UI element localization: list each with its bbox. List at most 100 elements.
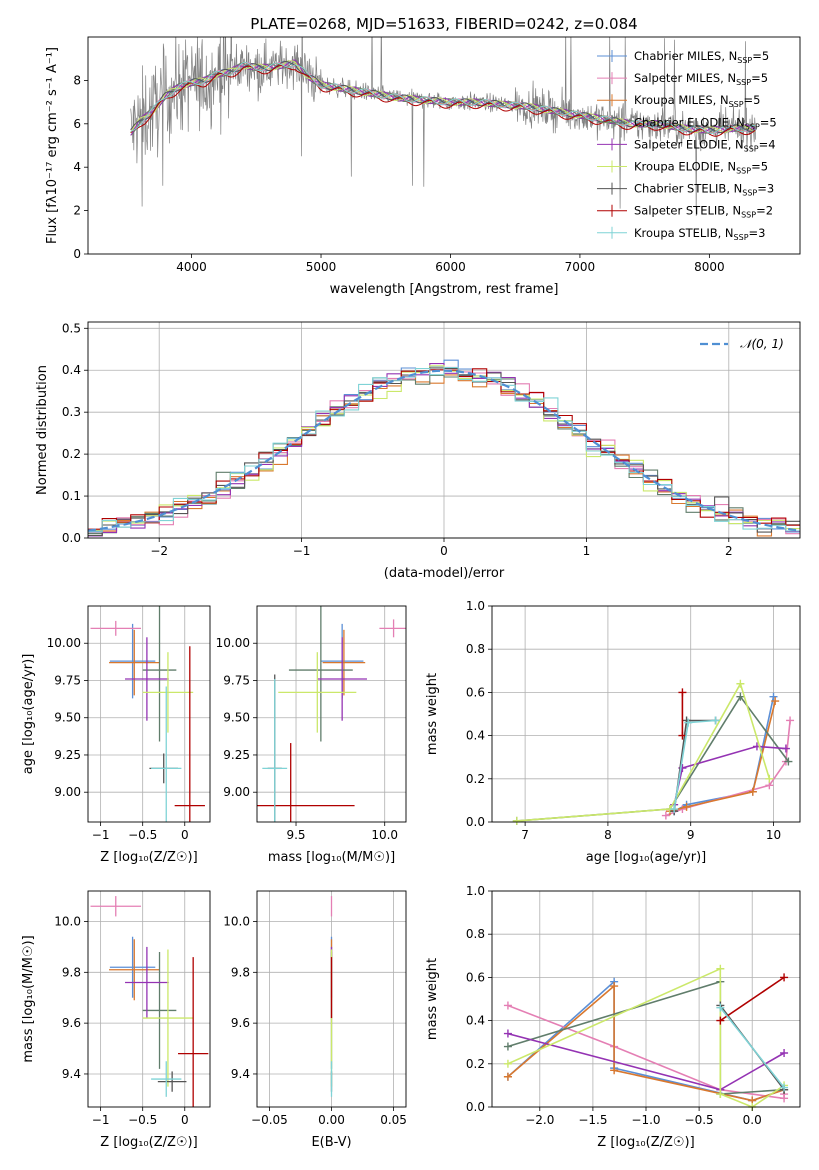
y-tick-label: 9.00 bbox=[54, 785, 81, 799]
x-tick-label: 2 bbox=[725, 544, 733, 558]
x-tick-label: −2.0 bbox=[525, 1113, 554, 1127]
weight-marker-kroupa_elodie bbox=[503, 1059, 512, 1068]
plot-area-spectrum bbox=[130, 37, 757, 217]
weight-marker-chabrier_miles bbox=[769, 692, 778, 701]
y-tick-label: 9.6 bbox=[231, 1016, 250, 1030]
legend-label: Kroupa ELODIE, NSSP=5 bbox=[634, 160, 768, 176]
y-tick-label: 0.4 bbox=[466, 1014, 485, 1028]
y-tick-label: 2 bbox=[73, 204, 81, 218]
legend-label: Chabrier ELODIE, NSSP=5 bbox=[634, 115, 777, 131]
plot-area-age-vs-mass bbox=[257, 606, 406, 822]
y-tick-label: 0.4 bbox=[62, 363, 81, 377]
weight-marker-kroupa_stelib bbox=[684, 718, 693, 727]
histogram-kroupa_miles bbox=[88, 374, 800, 537]
panel-weight-vs-z: −2.0 −1.5 −1.0 −0.5 0.0 0.0 0.2 0.4 0.6 0.8 1.0 Z [… bbox=[425, 884, 801, 1150]
x-tick-label: 0 bbox=[181, 1113, 189, 1127]
weight-marker-kroupa_miles bbox=[503, 1072, 512, 1081]
weight-marker-salpeter_elodie bbox=[780, 1049, 789, 1057]
legend-label: Salpeter ELODIE, NSSP=4 bbox=[634, 137, 776, 153]
weight-marker-kroupa_elodie bbox=[716, 964, 725, 973]
weight-marker-salpeter_miles bbox=[503, 1001, 512, 1010]
panel-mass-vs-z: −1 −0.5 0 9.4 9.6 9.8 10.0 Z [log₁₀(Z/Z☉)] mass … bbox=[21, 890, 211, 1150]
y-axis-label: Flux [fλ10⁻¹⁷ erg cm⁻² s⁻¹ A⁻¹] bbox=[45, 47, 60, 244]
x-tick-label: 0 bbox=[440, 544, 448, 558]
weight-marker-salpeter_stelib bbox=[678, 688, 687, 697]
y-tick-label: 0.6 bbox=[466, 970, 485, 984]
x-tick-label: −0.5 bbox=[128, 1113, 157, 1127]
legend-label: 𝒩(0, 1) bbox=[740, 337, 784, 351]
y-tick-label: 9.8 bbox=[62, 965, 81, 979]
weight-marker-salpeter_stelib bbox=[678, 731, 687, 740]
y-tick-label: 6 bbox=[73, 117, 81, 131]
x-tick-label: 0 bbox=[181, 828, 189, 842]
panel-age-vs-mass: 9.5 10.0 9.00 9.25 9.50 9.75 10.00 mass [log₁₀(… bbox=[216, 605, 407, 865]
spectrum-model-salpeter_stelib bbox=[130, 64, 756, 137]
weight-line-chabrier_elodie bbox=[516, 695, 790, 822]
y-tick-label: 0.3 bbox=[62, 405, 81, 419]
spectrum-title: PLATE=0268, MJD=51633, FIBERID=0242, z=0… bbox=[250, 15, 637, 33]
weight-line-kroupa_stelib bbox=[719, 1007, 785, 1089]
normal-curve bbox=[87, 369, 801, 532]
x-axis-label: Z [log₁₀(Z/Z☉)] bbox=[597, 1135, 694, 1150]
x-tick-label: 9 bbox=[687, 828, 695, 842]
legend-label: Salpeter STELIB, NSSP=2 bbox=[634, 204, 773, 220]
weight-marker-kroupa_stelib bbox=[670, 805, 679, 814]
y-axis-label: mass weight bbox=[425, 673, 440, 755]
y-tick-label: 0.0 bbox=[466, 1100, 485, 1114]
y-tick-label: 0.1 bbox=[62, 489, 81, 503]
y-tick-label: 0.4 bbox=[466, 729, 485, 743]
y-tick-label: 0 bbox=[73, 247, 81, 261]
residuals-legend: 𝒩(0, 1) bbox=[700, 337, 784, 351]
x-tick-label: 1 bbox=[583, 544, 591, 558]
weight-marker-kroupa_elodie bbox=[765, 774, 774, 783]
x-axis-label: E(B-V) bbox=[311, 1135, 351, 1150]
axes-frame bbox=[256, 605, 407, 823]
y-axis-label: mass weight bbox=[425, 958, 440, 1040]
weight-marker-kroupa_elodie bbox=[736, 679, 745, 688]
plot-area-residuals bbox=[87, 359, 801, 537]
weight-marker-kroupa_stelib bbox=[711, 716, 720, 725]
x-tick-label: 8 bbox=[604, 828, 612, 842]
y-tick-label: 0.0 bbox=[62, 531, 81, 545]
weight-line-kroupa_elodie bbox=[516, 681, 771, 822]
x-axis-label: wavelength [Angstrom, rest frame] bbox=[330, 282, 559, 297]
x-tick-label: −0.5 bbox=[685, 1113, 714, 1127]
spectrum-model-kroupa_stelib bbox=[130, 61, 756, 134]
x-tick-label: −1 bbox=[293, 544, 311, 558]
y-tick-label: 9.75 bbox=[54, 673, 81, 687]
y-tick-label: 0.8 bbox=[466, 642, 485, 656]
x-tick-label: 0.00 bbox=[318, 1113, 345, 1127]
weight-marker-kroupa_miles bbox=[748, 787, 757, 796]
axes-frame bbox=[256, 890, 407, 1108]
weight-marker-chabrier_elodie bbox=[503, 1042, 512, 1051]
y-tick-label: 10.0 bbox=[54, 914, 81, 928]
axes-frame bbox=[87, 890, 211, 1108]
panel-residuals: −2 −1 0 1 2 0.0 0.1 0.2 0.3 0.4 0.5 (data-model)/er… bbox=[35, 321, 801, 581]
y-tick-label: 9.25 bbox=[223, 748, 250, 762]
x-tick-label: 5000 bbox=[306, 260, 337, 274]
y-axis-label: mass [log₁₀(M/M☉)] bbox=[21, 935, 36, 1062]
y-tick-label: 8 bbox=[73, 73, 81, 87]
legend-label: Salpeter MILES, NSSP=5 bbox=[634, 71, 768, 87]
y-tick-label: 9.8 bbox=[231, 965, 250, 979]
panel-mass-vs-ebv: −0.05 0.00 0.05 9.4 9.6 9.8 10.0 E(B-V) bbox=[223, 890, 407, 1150]
x-tick-label: 7000 bbox=[565, 260, 596, 274]
y-tick-label: 9.4 bbox=[231, 1067, 250, 1081]
weight-marker-salpeter_stelib bbox=[780, 973, 789, 982]
plot-area-weight-vs-z bbox=[503, 964, 789, 1111]
x-axis-label: Z [log₁₀(Z/Z☉)] bbox=[100, 1135, 197, 1150]
weight-marker-salpeter_elodie bbox=[503, 1029, 512, 1038]
x-tick-label: 9.5 bbox=[286, 828, 305, 842]
x-tick-label: −1 bbox=[92, 1113, 110, 1127]
x-axis-label: mass [log₁₀(M/M☉)] bbox=[268, 850, 395, 865]
x-tick-label: 4000 bbox=[176, 260, 207, 274]
x-tick-label: 7 bbox=[521, 828, 529, 842]
axes-frame bbox=[87, 321, 801, 539]
panel-age-vs-z: −1 −0.5 0 9.00 9.25 9.50 9.75 10.00 Z [log₁₀(Z/Z… bbox=[21, 605, 211, 865]
weight-marker-salpeter_elodie bbox=[781, 744, 790, 753]
weight-marker-kroupa_stelib bbox=[716, 1003, 725, 1012]
x-axis-label: (data-model)/error bbox=[384, 566, 505, 581]
y-tick-label: 10.0 bbox=[223, 914, 250, 928]
legend-label: Kroupa MILES, NSSP=5 bbox=[634, 93, 760, 109]
